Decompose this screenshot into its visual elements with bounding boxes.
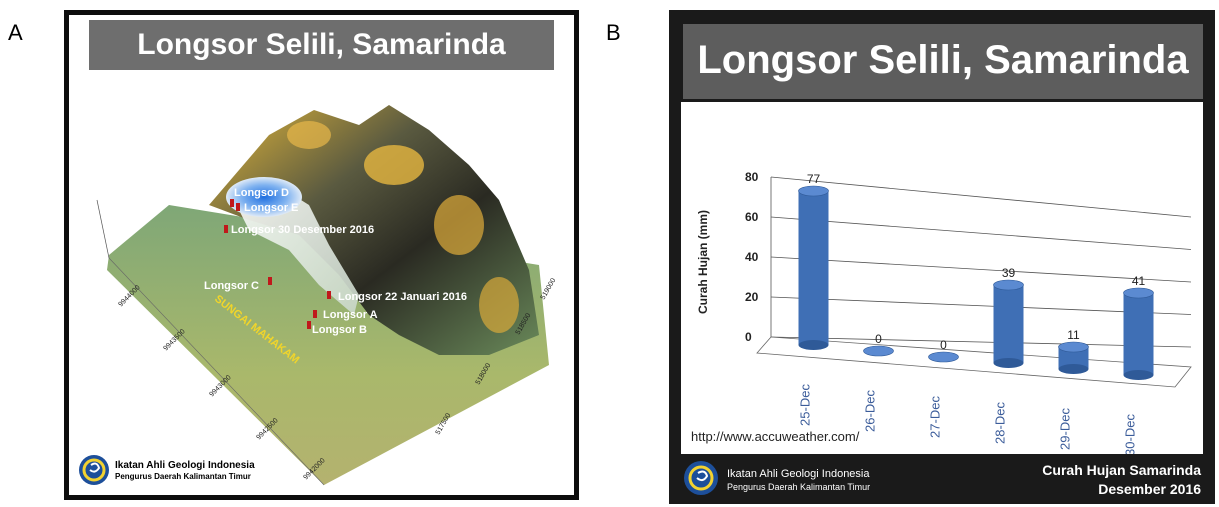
panel-a-letter: A [8, 20, 23, 45]
bar-top [863, 345, 894, 357]
org-name-b: Ikatan Ahli Geologi Indonesia [727, 468, 870, 480]
landslide-label: Longsor 30 Desember 2016 [231, 224, 374, 236]
landslide-marker [313, 310, 317, 318]
bar-28-Dec [993, 279, 1024, 368]
landslide-labels: Longsor D Longsor E Longsor 30 Desember … [204, 187, 467, 336]
bar-29-Dec [1058, 341, 1089, 374]
landslide-marker [327, 291, 331, 299]
y-tick-label: 40 [745, 250, 759, 264]
terrain-map-image: Longsor D Longsor E Longsor 30 Desember … [79, 105, 558, 486]
bar-body [798, 191, 829, 345]
bar-25-Dec [798, 185, 829, 350]
chart-caption-line1: Curah Hujan Samarinda [1042, 462, 1201, 478]
x-tick-label: 25-Dec [798, 384, 813, 426]
terrain-highlight [287, 121, 331, 149]
bar-body [1123, 293, 1154, 375]
landslide-marker [236, 203, 240, 211]
landslide-label: Longsor E [244, 202, 298, 214]
data-label: 0 [940, 338, 947, 352]
gridline [770, 296, 1192, 315]
chart-plot-area: 0 20 40 60 80 Curah Hujan (mm) 77 25-Dec 0 26-Dec… [681, 102, 1203, 454]
bar-27-Dec [928, 351, 959, 363]
bar-30-Dec [1123, 287, 1154, 380]
bar-bottom [1123, 370, 1154, 380]
landslide-marker [224, 225, 228, 233]
gridline [770, 176, 1192, 218]
x-tick-label: 26-Dec [863, 390, 878, 432]
rainfall-chart: 0 20 40 60 80 Curah Hujan (mm) 77 25-Dec 0 26-Dec… [696, 170, 1192, 454]
terrain-highlight [434, 195, 484, 255]
data-label: 77 [807, 172, 821, 186]
terrain-highlight [479, 277, 519, 333]
bar-26-Dec [863, 345, 894, 357]
gridline [770, 216, 1192, 250]
bar-bottom [798, 340, 829, 350]
bar-top [993, 279, 1024, 291]
panel-b-title-bar: Longsor Selili, Samarinda [683, 24, 1203, 99]
chart-caption-line2: Desember 2016 [1098, 481, 1201, 497]
y-tick-label: 80 [745, 170, 759, 184]
landslide-marker [268, 277, 272, 285]
bar-top [1058, 341, 1089, 353]
data-label: 39 [1002, 266, 1016, 280]
bar-body [1058, 347, 1089, 369]
data-label: 41 [1132, 274, 1146, 288]
x-tick-label: 30-Dec [1123, 414, 1138, 454]
data-label: 11 [1067, 328, 1080, 342]
landslide-marker [307, 321, 311, 329]
panel-b-letter: B [606, 20, 621, 45]
landslide-label: Longsor D [234, 187, 289, 199]
bar-body [993, 285, 1024, 363]
terrain-ridge [209, 105, 539, 355]
bar-top [798, 185, 829, 197]
org-sub-b: Pengurus Daerah Kalimantan Timur [727, 482, 871, 492]
landslide-label: Longsor C [204, 280, 259, 292]
terrain-blue-area [226, 177, 302, 217]
org-name-a: Ikatan Ahli Geologi Indonesia [115, 460, 255, 471]
data-label: 0 [875, 332, 882, 346]
vertical-axis [96, 199, 110, 259]
panel-a-title-bar: Longsor Selili, Samarinda [89, 20, 554, 70]
landslide-marker [230, 199, 234, 207]
y-tick-label: 0 [745, 330, 752, 344]
gridline [770, 256, 1192, 283]
x-tick-label: 29-Dec [1058, 408, 1073, 450]
landslide-label: Longsor 22 Januari 2016 [338, 291, 467, 303]
bar-bottom [1058, 364, 1089, 374]
org-sub-a: Pengurus Daerah Kalimantan Timur [115, 472, 251, 481]
terrain-map-canvas: Longsor Selili, Samarinda [69, 15, 574, 495]
terrain-highlight [364, 145, 424, 185]
gridline [770, 336, 1192, 348]
bar-top [928, 351, 959, 363]
x-tick-label: 27-Dec [928, 396, 943, 438]
y-tick-label: 60 [745, 210, 759, 224]
panel-b-title: Longsor Selili, Samarinda [697, 38, 1189, 82]
x-tick-label: 28-Dec [993, 402, 1008, 444]
org-logo [79, 455, 109, 485]
bar-bottom [993, 358, 1024, 368]
panel-a-title: Longsor Selili, Samarinda [137, 28, 506, 61]
org-logo-b [684, 461, 718, 495]
data-source: http://www.accuweather.com/ [691, 429, 860, 444]
rainfall-chart-panel: Longsor Selili, Samarinda 0 20 40 60 80 Curah… [669, 10, 1215, 504]
landslide-label: Longsor A [323, 309, 378, 321]
bar-top [1123, 287, 1154, 299]
landslide-label: Longsor B [312, 324, 367, 336]
landslide-markers [224, 199, 331, 329]
terrain-map-panel: Longsor Selili, Samarinda [64, 10, 579, 500]
easting-tick-label: 519000 [540, 277, 558, 301]
y-axis-label: Curah Hujan (mm) [696, 210, 710, 314]
y-tick-label: 20 [745, 290, 759, 304]
